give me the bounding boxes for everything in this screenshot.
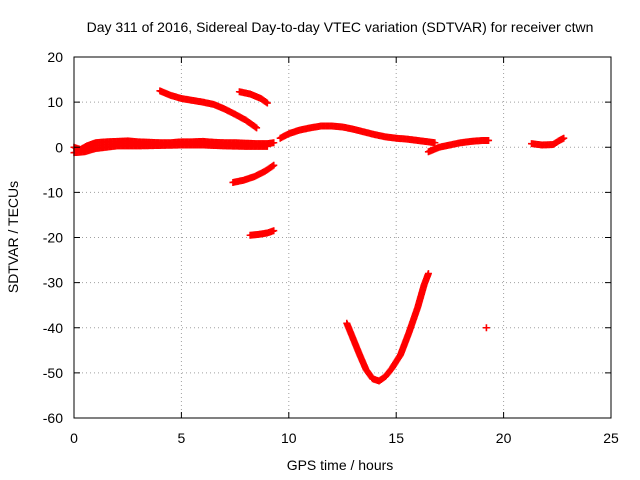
data-points bbox=[70, 87, 568, 385]
data-point bbox=[253, 124, 261, 132]
data-point bbox=[560, 134, 568, 142]
series-tail bbox=[424, 136, 493, 156]
y-tick-label: -10 bbox=[43, 184, 63, 200]
x-tick-label: 5 bbox=[178, 430, 186, 446]
x-axis-label: GPS time / hours bbox=[287, 457, 394, 473]
x-tick-label: 0 bbox=[70, 430, 78, 446]
data-point bbox=[424, 270, 432, 278]
series-arc-minus19 bbox=[246, 227, 278, 239]
series-v-curve bbox=[343, 270, 432, 385]
x-tick-label: 15 bbox=[388, 430, 404, 446]
x-tick-label: 10 bbox=[281, 430, 297, 446]
series-arc-minus8-minus4 bbox=[229, 161, 278, 186]
series-main-band-lower bbox=[70, 141, 271, 157]
y-tick-label: 0 bbox=[55, 139, 63, 155]
y-tick-label: -20 bbox=[43, 230, 63, 246]
y-tick-label: -50 bbox=[43, 365, 63, 381]
series-late-segment bbox=[528, 134, 568, 149]
data-point bbox=[482, 324, 490, 332]
y-tick-label: -60 bbox=[43, 410, 63, 426]
x-tick-label: 20 bbox=[496, 430, 512, 446]
data-point bbox=[485, 136, 493, 144]
data-point bbox=[270, 161, 278, 169]
x-tick-label: 25 bbox=[603, 430, 619, 446]
data-point bbox=[270, 139, 278, 147]
data-point bbox=[270, 227, 278, 235]
data-point bbox=[431, 139, 439, 147]
series-arc-12-10 bbox=[235, 88, 271, 107]
y-tick-label: -40 bbox=[43, 320, 63, 336]
data-point bbox=[263, 142, 271, 150]
data-point bbox=[263, 99, 271, 107]
chart-title: Day 311 of 2016, Sidereal Day-to-day VTE… bbox=[87, 19, 594, 35]
axis-ticks bbox=[73, 56, 612, 419]
series-hump bbox=[276, 122, 439, 147]
series-arc-10-4 bbox=[156, 87, 261, 132]
grid-lines bbox=[74, 57, 611, 418]
y-tick-label: 20 bbox=[47, 49, 63, 65]
y-tick-label: 10 bbox=[47, 94, 63, 110]
y-tick-label: -30 bbox=[43, 275, 63, 291]
y-axis-label: SDTVAR / TECUs bbox=[5, 181, 21, 293]
tick-labels: 0 5 10 15 20 25 20 10 0 -10 -20 -30 -40 -50 -60 bbox=[43, 49, 619, 446]
series-outlier bbox=[482, 324, 490, 332]
